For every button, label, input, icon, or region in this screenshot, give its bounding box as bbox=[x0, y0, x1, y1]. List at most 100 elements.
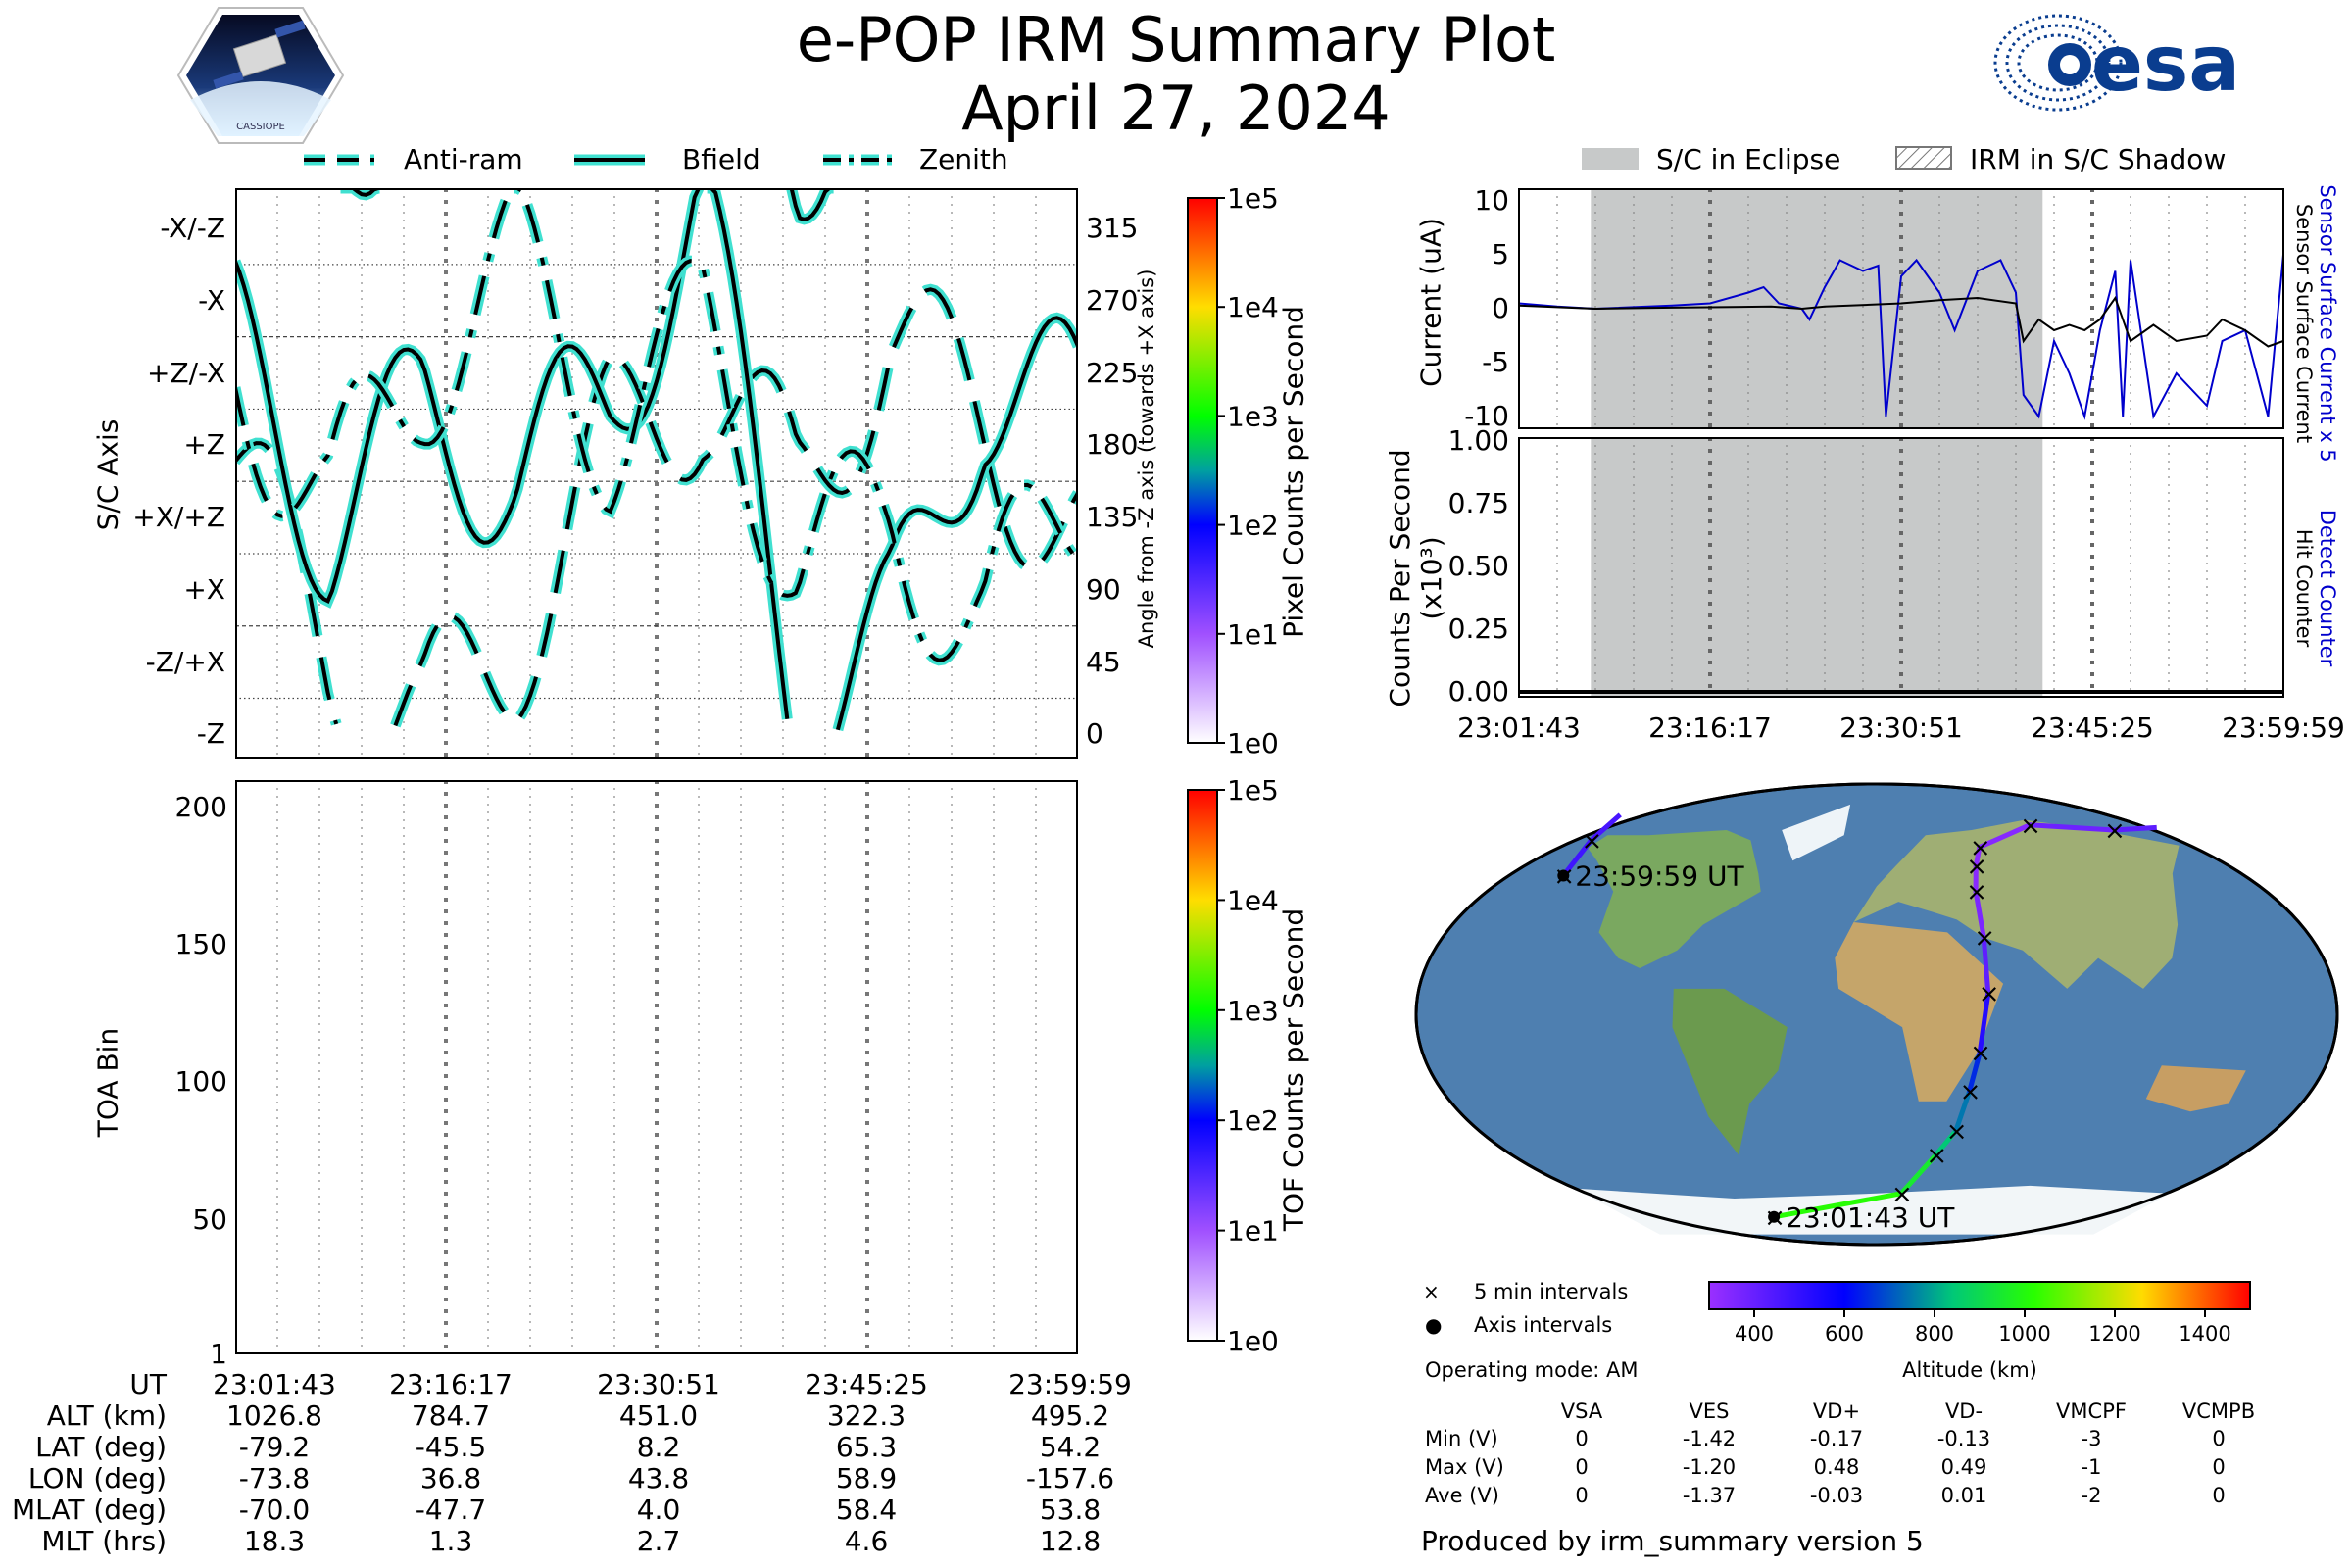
current-xtick-label: 23:30:51 bbox=[1839, 711, 1963, 744]
orientation-y2tick-label: 90 bbox=[1086, 572, 1121, 606]
page-title: e-POP IRM Summary Plot bbox=[796, 4, 1556, 75]
counts-ytick-label: 0.50 bbox=[1447, 550, 1509, 582]
orientation-y2label: Angle from -Z axis (towards +X axis) bbox=[1135, 269, 1158, 649]
ephemeris-row-label: UT bbox=[129, 1368, 167, 1400]
current-xtick-label: 23:59:59 bbox=[2222, 711, 2345, 744]
legend-antiram-line bbox=[304, 154, 374, 166]
ephemeris-cell: 784.7 bbox=[411, 1399, 491, 1432]
orientation-ytick-label: -X/-Z bbox=[160, 211, 225, 244]
track-legend: × 5 min intervals ● Axis intervals bbox=[1423, 1280, 1815, 1339]
voltage-cell: 0.48 bbox=[1813, 1455, 1860, 1479]
esa-logo-text: esa bbox=[2091, 21, 2240, 109]
tof-colorbar-tick-label: 1e1 bbox=[1227, 1215, 1279, 1248]
legend-antiram-label: Anti-ram bbox=[404, 143, 523, 175]
track-segment bbox=[2027, 822, 2117, 833]
orientation-y2tick-label: 0 bbox=[1086, 717, 1103, 751]
counts-ytick-label: 0.25 bbox=[1447, 612, 1509, 645]
pixel-colorbar-label: Pixel Counts per Second bbox=[1277, 306, 1310, 638]
orientation-ytick-label: +Z/-X bbox=[147, 356, 225, 389]
ephemeris-row-label: MLT (hrs) bbox=[41, 1525, 167, 1557]
voltage-cell: 0 bbox=[2212, 1455, 2226, 1479]
voltage-cell: -1.37 bbox=[1682, 1484, 1737, 1507]
eclipse-legend: S/C in Eclipse IRM in S/C Shadow bbox=[1578, 142, 2264, 177]
ephemeris-cell: 23:45:25 bbox=[805, 1368, 928, 1400]
voltage-cell: -0.17 bbox=[1809, 1427, 1864, 1450]
altitude-colorbar-tick-label: 1200 bbox=[2088, 1322, 2140, 1346]
toa-ytick-label: 1 bbox=[210, 1338, 227, 1370]
landmass bbox=[1782, 804, 1851, 861]
orientation-chart bbox=[235, 188, 1078, 759]
counts-chart bbox=[1518, 437, 2284, 698]
counts-ytick-label: 0.75 bbox=[1447, 487, 1509, 519]
voltage-header: VES bbox=[1689, 1399, 1730, 1423]
pixel-colorbar-tick-label: 1e3 bbox=[1227, 400, 1279, 432]
orientation-plot-frame bbox=[235, 188, 1078, 759]
pixel-colorbar-bar bbox=[1187, 197, 1218, 744]
orientation-ytick-label: +Z bbox=[183, 428, 225, 462]
axis-interval-label: Axis intervals bbox=[1474, 1313, 1613, 1337]
orientation-ytick-label: +X/+Z bbox=[132, 501, 225, 534]
five-min-marker: × bbox=[1926, 1142, 1947, 1171]
five-min-marker: × bbox=[1891, 1180, 1913, 1209]
legend-zenith-label: Zenith bbox=[919, 143, 1008, 175]
cassiope-logo-text: CASSIOPE bbox=[236, 122, 285, 132]
landmass bbox=[1835, 922, 2004, 1102]
toa-ylabel: TOA Bin bbox=[91, 1027, 124, 1138]
ephemeris-cell: 451.0 bbox=[618, 1399, 699, 1432]
map-border bbox=[1414, 782, 2339, 1247]
counts-y2label-top: Detect Counter bbox=[2316, 509, 2339, 667]
tof-colorbar-tick-label: 1e2 bbox=[1227, 1104, 1279, 1137]
current-xtick-label: 23:16:17 bbox=[1648, 711, 1772, 744]
legend-shadow-swatch bbox=[1895, 146, 1952, 170]
ephemeris-cell: 1026.8 bbox=[226, 1399, 322, 1432]
counts-ytick-label: 1.00 bbox=[1447, 424, 1509, 457]
legend-eclipse-label: S/C in Eclipse bbox=[1656, 143, 1841, 175]
voltage-cell: 0 bbox=[2212, 1484, 2226, 1507]
ephemeris-cell: 4.0 bbox=[636, 1494, 681, 1526]
five-min-marker: × bbox=[1974, 924, 1995, 954]
landmass bbox=[1588, 830, 1761, 968]
voltage-header: VSA bbox=[1560, 1399, 1603, 1423]
orientation-y2tick-label: 270 bbox=[1086, 283, 1139, 317]
current-ytick-label: 10 bbox=[1474, 184, 1509, 217]
track-segment bbox=[1977, 822, 2033, 850]
voltage-header: VD+ bbox=[1812, 1399, 1861, 1423]
ephemeris-cell: 58.4 bbox=[835, 1494, 898, 1526]
track-segment bbox=[1933, 1128, 1959, 1158]
voltage-cell: -3 bbox=[2081, 1427, 2102, 1450]
ephemeris-cell: -70.0 bbox=[238, 1494, 311, 1526]
landmass bbox=[1672, 988, 1788, 1155]
operating-mode: Operating mode: AM bbox=[1425, 1358, 1639, 1382]
five-min-marker: × bbox=[1979, 980, 2000, 1009]
pixel-colorbar-label-wrap: Pixel Counts per Second bbox=[1274, 306, 1313, 638]
pixel-colorbar-tick-label: 1e2 bbox=[1227, 510, 1279, 542]
ephemeris-cell: 65.3 bbox=[835, 1431, 898, 1463]
tof-colorbar-tick-label: 1e0 bbox=[1227, 1325, 1279, 1352]
track-segment bbox=[1898, 1152, 1938, 1197]
five-min-marker: × bbox=[1970, 833, 1991, 862]
current-ytick-label: -10 bbox=[1464, 400, 1509, 432]
ephemeris-cell: -47.7 bbox=[415, 1494, 487, 1526]
altitude-colorbar: 400 600 800 1000 1200 1400 bbox=[1708, 1281, 2251, 1346]
ephemeris-cell: 1.3 bbox=[428, 1525, 473, 1557]
eclipse-region bbox=[1591, 189, 2043, 428]
ephemeris-cell: 322.3 bbox=[826, 1399, 906, 1432]
five-min-marker: × bbox=[1966, 853, 1987, 882]
ephemeris-cell: -79.2 bbox=[238, 1431, 311, 1463]
track-segment bbox=[1981, 935, 1991, 997]
voltage-table: VSA VES VD+ VD- VMCPF VCMPB Min (V) 0 -1.42 -0.17… bbox=[1421, 1399, 2323, 1517]
ephemeris-cell: 54.2 bbox=[1039, 1431, 1102, 1463]
toa-ytick-label: 200 bbox=[174, 791, 227, 824]
counts-y2labels: Detect Counter Hit Counter bbox=[2292, 475, 2339, 701]
page-date: April 27, 2024 bbox=[961, 73, 1391, 144]
legend-shadow-label: IRM in S/C Shadow bbox=[1970, 143, 2227, 175]
voltage-cell: -1.42 bbox=[1682, 1427, 1737, 1450]
voltage-cell: -1.20 bbox=[1682, 1455, 1737, 1479]
five-min-marker: × bbox=[1946, 1117, 1968, 1147]
surface-current-line bbox=[1518, 295, 2284, 348]
track-segment bbox=[1560, 837, 1594, 878]
orientation-y2tick-label: 225 bbox=[1086, 356, 1139, 389]
toa-ytick-label: 50 bbox=[192, 1202, 227, 1236]
ephemeris-cell: 12.8 bbox=[1039, 1525, 1102, 1557]
